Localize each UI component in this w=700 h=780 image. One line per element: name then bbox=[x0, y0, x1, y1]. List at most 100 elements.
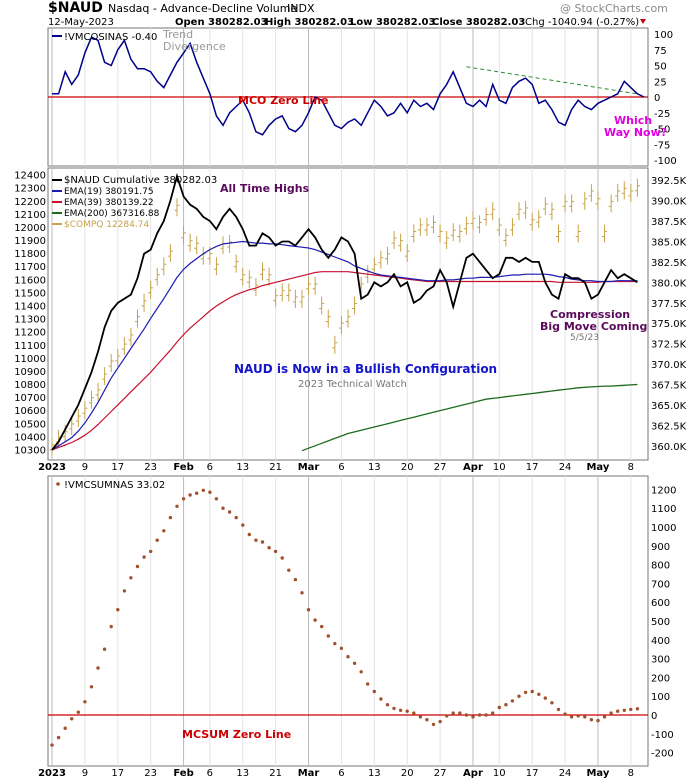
compq-bar bbox=[154, 267, 160, 286]
compq-bar bbox=[562, 194, 568, 213]
compq-bar bbox=[582, 191, 588, 210]
compq-bar bbox=[121, 337, 127, 356]
compq-bar bbox=[523, 200, 529, 219]
mcsum-ytick-label: 200 bbox=[651, 673, 670, 684]
naud-ytick-left-label: 11000 bbox=[14, 354, 46, 365]
x-axis-label: 9 bbox=[82, 462, 88, 473]
x-axis-label-bottom: 24 bbox=[559, 768, 572, 779]
mcsum-point bbox=[208, 490, 212, 494]
naud-ytick-left-label: 11400 bbox=[14, 301, 46, 312]
mcsum-point bbox=[83, 700, 87, 704]
naud-ytick-right-label: 382.5K bbox=[651, 258, 687, 269]
mcsum-point bbox=[313, 618, 317, 622]
mcsum-panel: 1200110010009008007006005004003002001000… bbox=[48, 485, 676, 760]
compq-bar bbox=[227, 234, 233, 253]
mcsum-point bbox=[405, 709, 409, 713]
compq-bar bbox=[450, 223, 456, 242]
mcsum-point bbox=[583, 715, 587, 719]
naud-ytick-right-label: 375.0K bbox=[651, 319, 687, 330]
compq-bar bbox=[213, 257, 219, 276]
compq-bar bbox=[615, 183, 621, 202]
mcsum-point bbox=[622, 708, 626, 712]
x-axis-label: 13 bbox=[368, 462, 381, 473]
mcsum-point bbox=[175, 504, 179, 508]
compq-bar bbox=[266, 267, 272, 286]
down-arrow-icon bbox=[640, 19, 646, 24]
ema19-line bbox=[51, 240, 638, 451]
mcsum-point bbox=[629, 707, 633, 712]
naud-ytick-left-label: 12200 bbox=[14, 197, 46, 208]
compq-bar bbox=[608, 194, 614, 213]
mcsum-point bbox=[56, 735, 61, 740]
compq-bar bbox=[391, 231, 397, 250]
watermark: @ StockCharts.com bbox=[560, 2, 668, 15]
mcsum-ytick-label: 1200 bbox=[651, 485, 676, 496]
x-axis-label-bottom: 17 bbox=[111, 768, 124, 779]
compq-bar bbox=[246, 270, 252, 289]
naud-ytick-right-label: 362.5K bbox=[651, 421, 687, 432]
mcsum-ytick-label: 900 bbox=[651, 542, 670, 553]
mcsum-point bbox=[458, 711, 462, 715]
compq-bar bbox=[503, 228, 509, 247]
date: 12-May-2023 bbox=[48, 17, 114, 28]
naud-ytick-right-label: 387.5K bbox=[651, 217, 687, 228]
x-axis-label: 6 bbox=[338, 462, 344, 473]
mcsum-point bbox=[168, 515, 173, 520]
symbol: $NAUD bbox=[48, 0, 103, 16]
mcsum-point bbox=[372, 689, 376, 694]
trend-divergence-line bbox=[466, 66, 638, 95]
mcsum-point bbox=[491, 711, 495, 715]
compq-bar bbox=[49, 437, 55, 456]
naud-ytick-left-label: 11200 bbox=[14, 328, 46, 339]
mcsum-point bbox=[76, 710, 81, 714]
mcsum-point bbox=[359, 670, 363, 674]
mcsum-point bbox=[306, 608, 311, 612]
mcsum-point bbox=[602, 715, 607, 719]
compq-bar bbox=[286, 283, 292, 302]
compq-bar bbox=[319, 296, 325, 315]
naud-ytick-left-label: 10900 bbox=[14, 367, 46, 378]
compq-bar bbox=[463, 216, 469, 235]
mcsum-point bbox=[162, 529, 166, 533]
compq-bar bbox=[384, 246, 390, 265]
mco-ytick-label: -25 bbox=[654, 109, 670, 120]
naud-ytick-right-label: 370.0K bbox=[651, 360, 687, 371]
x-axis-label: 20 bbox=[401, 462, 414, 473]
big-move-label: Big Move Coming bbox=[540, 320, 647, 333]
mcsum-point bbox=[576, 714, 580, 718]
ema200-legend: EMA(200) 367316.88 bbox=[64, 209, 160, 219]
mco-ytick-label: 0 bbox=[654, 93, 660, 104]
bullish-label: NAUD is Now in a Bullish Configuration bbox=[234, 362, 497, 376]
naud-ytick-left-label: 11900 bbox=[14, 236, 46, 247]
compq-bar bbox=[371, 257, 377, 276]
mcsum-point bbox=[201, 488, 205, 492]
compq-bar bbox=[69, 416, 75, 435]
mcsum-point bbox=[234, 515, 238, 520]
mcsum-ytick-label: -100 bbox=[651, 730, 674, 741]
compq-bar bbox=[411, 224, 417, 243]
mcsum-point bbox=[122, 589, 127, 593]
exchange: INDX bbox=[287, 2, 315, 15]
technical-watch-label: 2023 Technical Watch bbox=[298, 379, 407, 390]
x-axis-label-bottom: 2023 bbox=[38, 768, 66, 779]
mcsum-point bbox=[326, 634, 330, 638]
mcsum-point bbox=[352, 661, 357, 665]
mcsum-point bbox=[181, 497, 186, 501]
naud-ytick-left-label: 10300 bbox=[14, 445, 46, 456]
mcsum-point bbox=[135, 564, 140, 569]
mcsum-point bbox=[280, 556, 284, 560]
mcsum-point bbox=[221, 506, 225, 510]
compq-bar bbox=[102, 367, 108, 386]
mcsum-point bbox=[89, 685, 94, 689]
x-axis-label: 8 bbox=[628, 462, 634, 473]
mcsum-point bbox=[635, 707, 640, 711]
compq-bar bbox=[88, 390, 94, 409]
mcsum-point bbox=[241, 523, 245, 527]
x-axis-label-bottom: Apr bbox=[463, 768, 483, 779]
naud-ytick-left-label: 10500 bbox=[14, 419, 46, 430]
compq-bar bbox=[82, 401, 88, 420]
mcsum-point bbox=[320, 624, 324, 629]
mcsum-point bbox=[273, 549, 278, 554]
x-axis-label-bottom: 10 bbox=[493, 768, 506, 779]
